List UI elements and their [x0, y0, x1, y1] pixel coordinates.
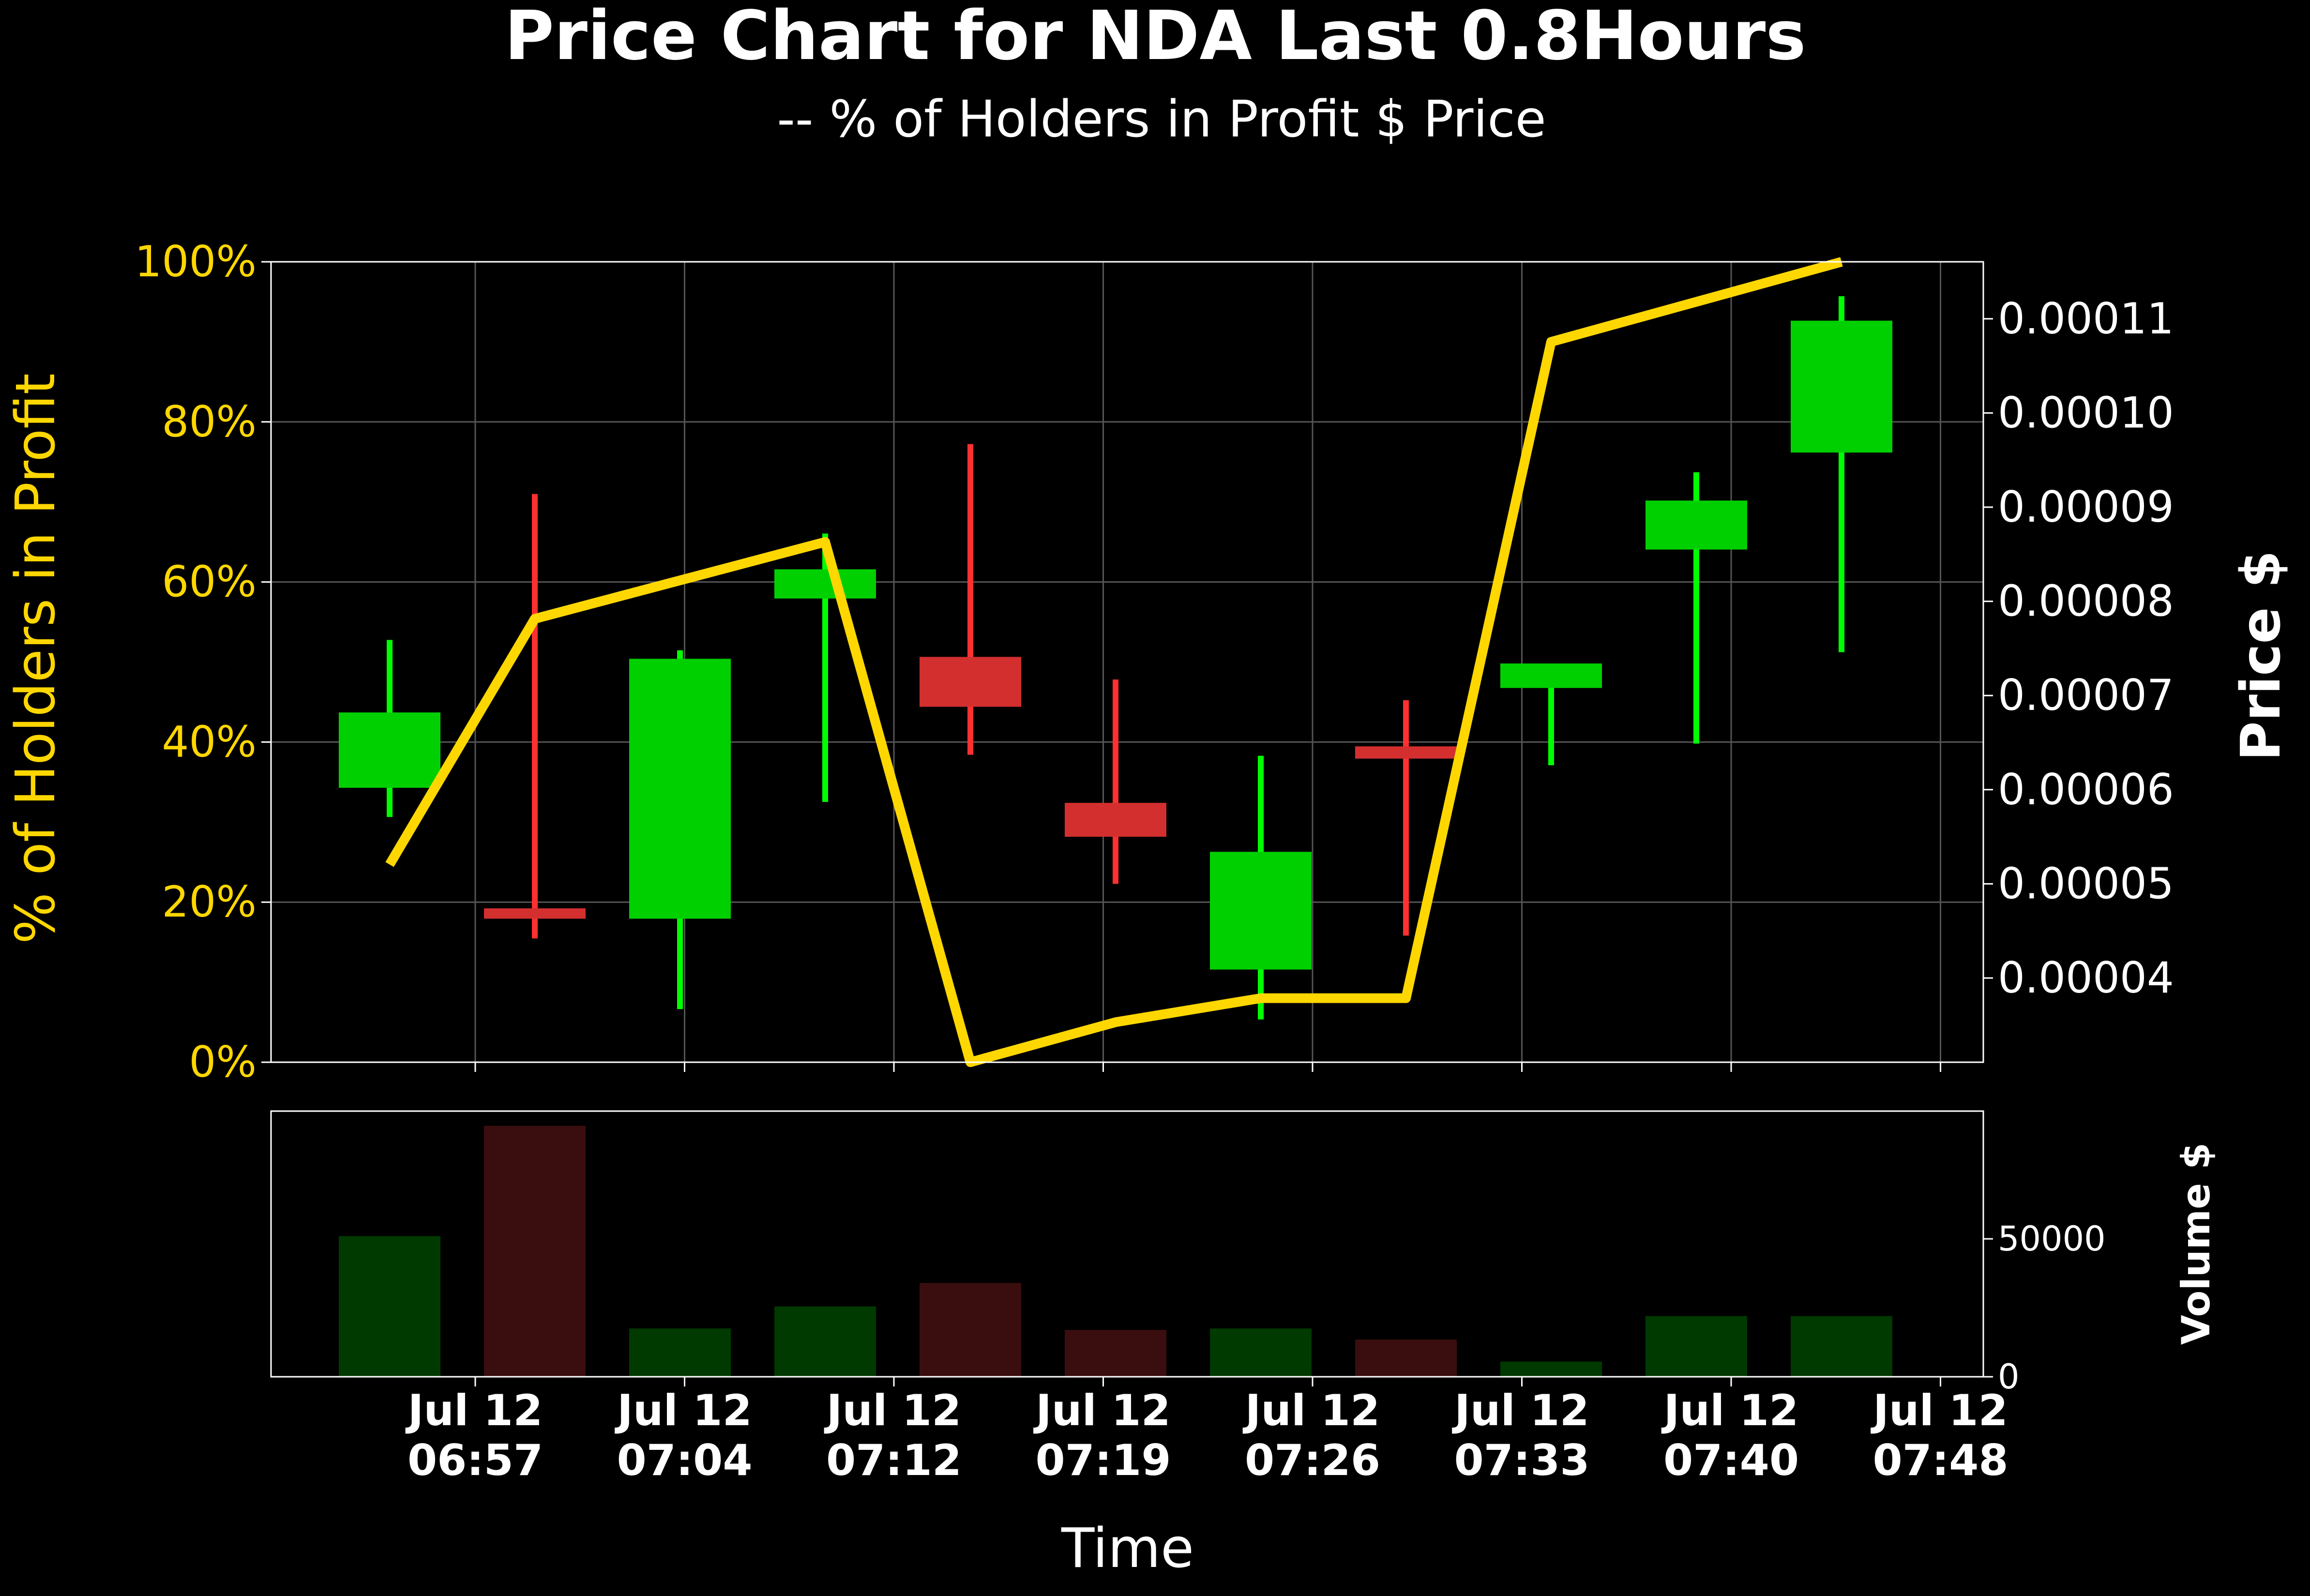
candle-body: [629, 659, 731, 919]
x-tick-date: Jul 12: [1661, 1385, 1799, 1435]
candle-body: [1500, 663, 1602, 688]
axes: 0% 20% 40% 60% 80% 100% 0.00004 0.00005 0.00006 0…: [135, 237, 2174, 1485]
price-tick-label: 0.00005: [1998, 858, 2174, 908]
candle-body: [1065, 803, 1166, 837]
volume-bar: [774, 1306, 876, 1377]
left-tick-label: 20%: [162, 877, 257, 927]
x-tick-date: Jul 12: [1452, 1385, 1589, 1435]
grid: [271, 261, 1983, 1063]
profit-line: [385, 257, 1843, 1067]
candle-body: [1791, 320, 1892, 453]
volume-bar: [1791, 1316, 1892, 1377]
main-panel-frame: [270, 261, 1984, 1063]
right-axis-label: Price $: [2230, 551, 2293, 761]
volume-bar: [1355, 1340, 1457, 1377]
candle-body: [774, 569, 876, 599]
price-tick-label: 0.00004: [1998, 953, 2174, 1003]
price-tick-label: 0.00009: [1998, 482, 2174, 532]
candle-body: [339, 712, 440, 788]
x-tick-time: 07:04: [617, 1435, 752, 1485]
volume-bars: [339, 1126, 1892, 1377]
left-tick-label: 40%: [162, 717, 257, 767]
left-tick-label: 60%: [162, 557, 257, 607]
x-axis-label: Time: [1061, 1517, 1194, 1580]
left-axis-label: % of Holders in Profit: [4, 373, 67, 944]
x-tick-date: Jul 12: [1243, 1385, 1380, 1435]
volume-bar: [1646, 1316, 1747, 1377]
candles: [339, 296, 1892, 1020]
x-tick-date: Jul 12: [1871, 1385, 2008, 1435]
volume-bar: [339, 1236, 440, 1377]
left-tick-label: 0%: [189, 1037, 257, 1087]
candle-body: [1646, 500, 1747, 550]
chart-title: Price Chart for NDA Last 0.8Hours: [504, 0, 1806, 75]
volume-bar: [629, 1328, 731, 1377]
volume-bar: [1065, 1330, 1166, 1377]
price-tick-label: 0.00011: [1998, 294, 2174, 344]
x-tick-time: 06:57: [408, 1435, 543, 1485]
x-tick-date: Jul 12: [1033, 1385, 1171, 1435]
x-tick-time: 07:48: [1872, 1435, 2008, 1485]
volume-panel-frame: [270, 1110, 1984, 1378]
x-tick-date: Jul 12: [824, 1385, 962, 1435]
x-tick-time: 07:19: [1035, 1435, 1171, 1485]
candle-body: [484, 908, 586, 919]
volume-bar: [920, 1283, 1021, 1377]
volume-bar: [484, 1126, 586, 1377]
volume-bar: [1210, 1328, 1312, 1377]
price-tick-label: 0.00006: [1998, 765, 2174, 814]
candle-body: [1355, 746, 1457, 759]
chart-subtitle: -- % of Holders in Profit $ Price: [777, 90, 1546, 149]
x-tick-date: Jul 12: [615, 1385, 752, 1435]
price-tick-label: 0.00010: [1998, 388, 2174, 437]
candle-body: [1210, 852, 1312, 970]
x-tick-time: 07:26: [1245, 1435, 1380, 1485]
volume-axis-label: Volume $: [2174, 1143, 2219, 1345]
x-tick-time: 07:12: [826, 1435, 962, 1485]
x-tick-date: Jul 12: [406, 1385, 543, 1435]
price-tick-label: 0.00008: [1998, 576, 2174, 626]
volume-bar: [1500, 1361, 1602, 1377]
x-tick-time: 07:40: [1663, 1435, 1799, 1485]
left-tick-label: 100%: [135, 237, 257, 286]
volume-tick-label: 0: [1998, 1357, 2020, 1397]
candle-body: [920, 657, 1021, 707]
x-tick-time: 07:33: [1454, 1435, 1589, 1485]
left-tick-label: 80%: [162, 397, 257, 447]
price-tick-label: 0.00007: [1998, 670, 2174, 720]
volume-tick-label: 50000: [1998, 1219, 2106, 1259]
